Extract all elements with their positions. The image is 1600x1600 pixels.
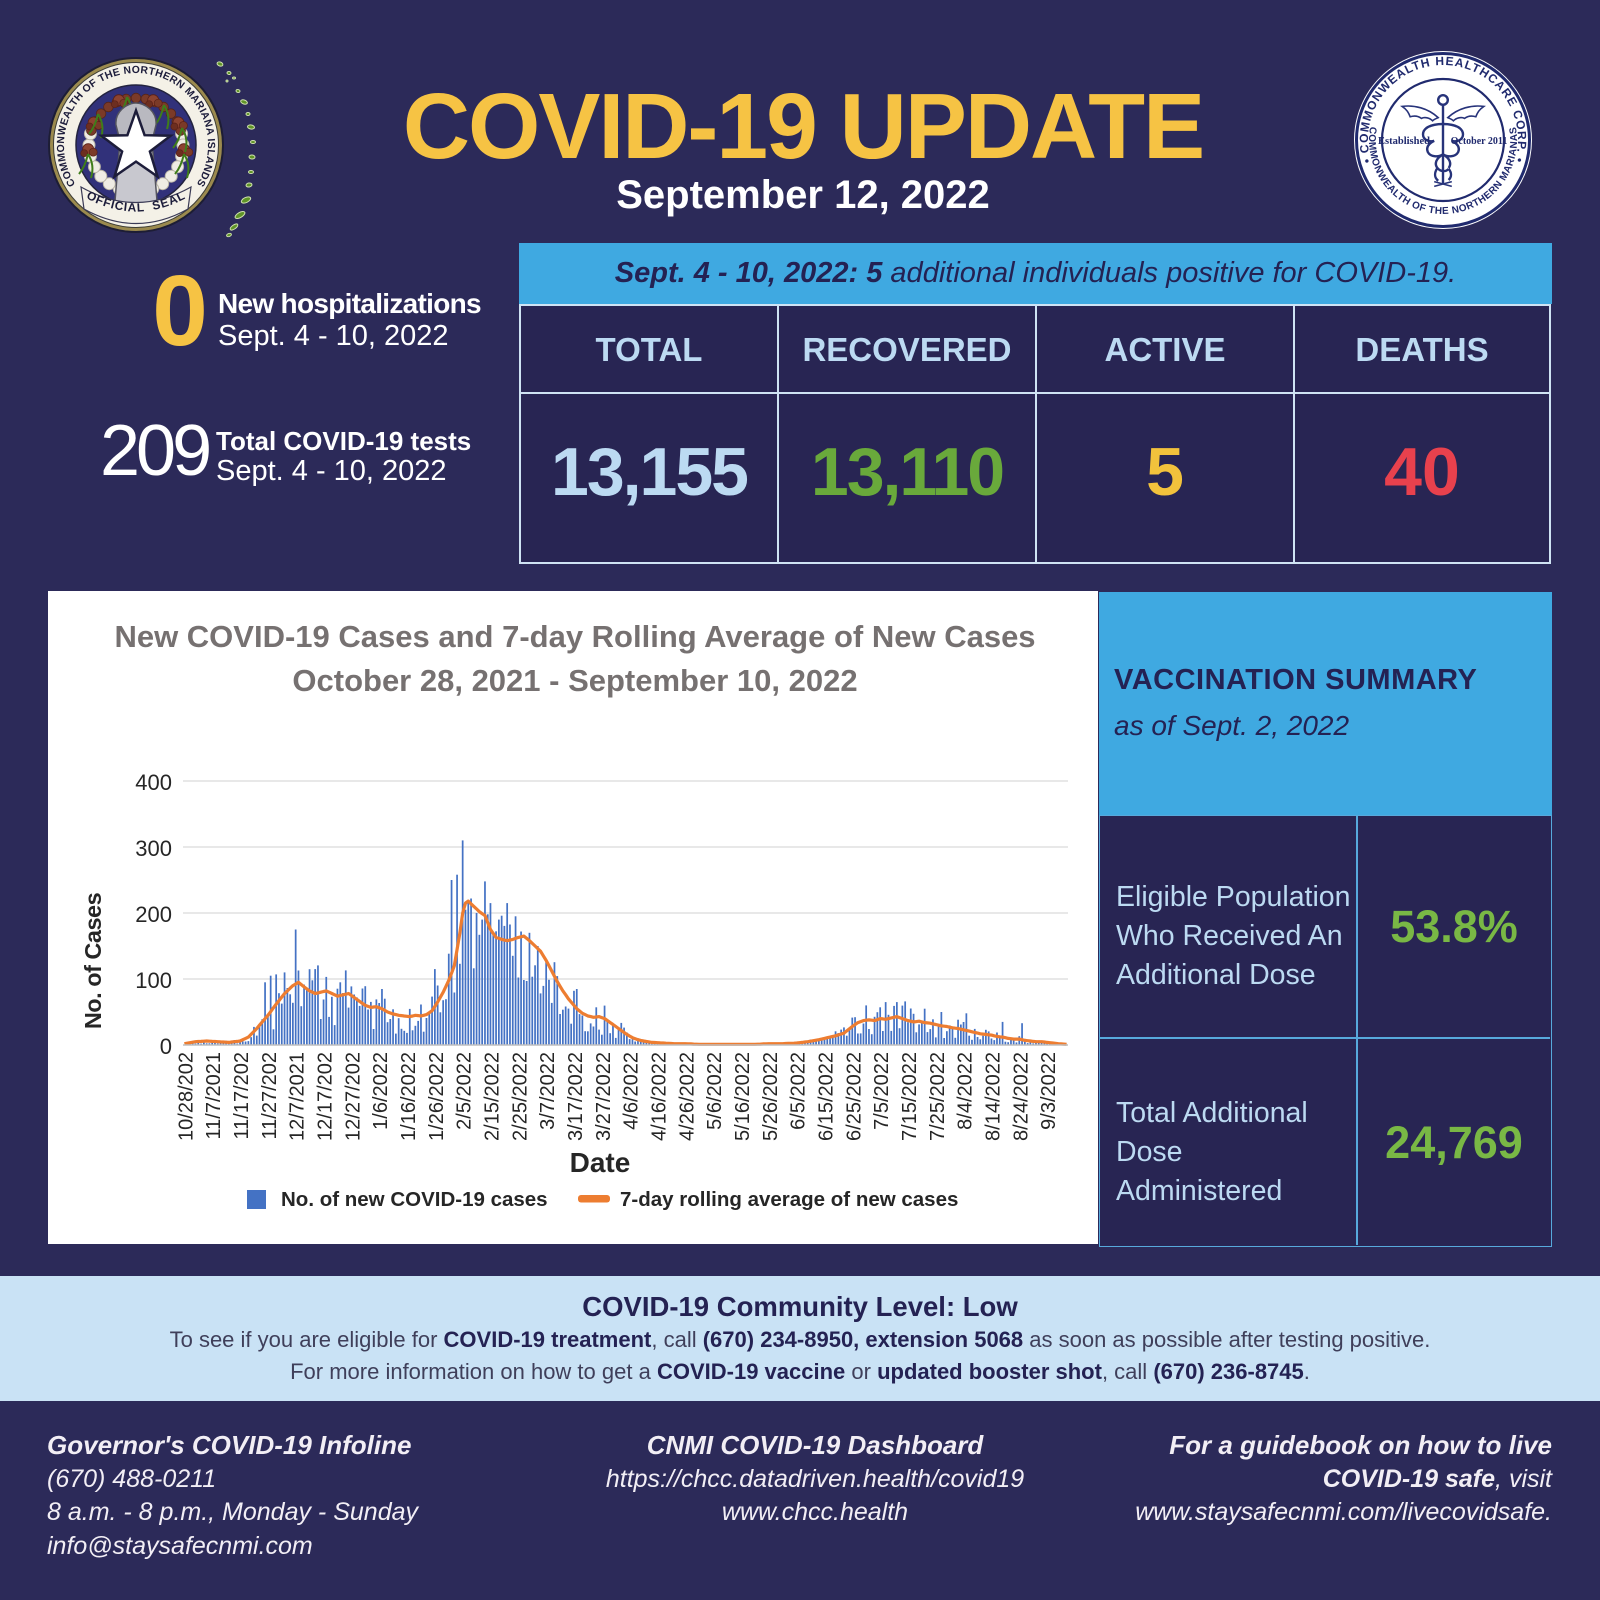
svg-text:300: 300 [135, 836, 172, 861]
svg-text:200: 200 [135, 902, 172, 927]
svg-text:3/7/2022: 3/7/2022 [537, 1052, 559, 1130]
svg-text:5/6/2022: 5/6/2022 [704, 1052, 726, 1130]
svg-text:6/25/2022: 6/25/2022 [843, 1052, 865, 1141]
svg-text:10/28/202: 10/28/202 [175, 1052, 197, 1141]
svg-text:Established: Established [1378, 136, 1430, 147]
svg-text:400: 400 [135, 770, 172, 795]
svg-text:100: 100 [135, 968, 172, 993]
svg-text:2/25/2022: 2/25/2022 [509, 1052, 531, 1141]
svg-text:5/26/2022: 5/26/2022 [760, 1052, 782, 1141]
svg-text:4/6/2022: 4/6/2022 [621, 1052, 643, 1130]
svg-text:12/27/202: 12/27/202 [342, 1052, 364, 1141]
svg-text:3/17/2022: 3/17/2022 [565, 1052, 587, 1141]
svg-text:7/25/2022: 7/25/2022 [927, 1052, 949, 1141]
svg-text:No. of new COVID-19 cases: No. of new COVID-19 cases [281, 1188, 548, 1211]
svg-text:1/6/2022: 1/6/2022 [370, 1052, 392, 1130]
svg-text:9/3/2022: 9/3/2022 [1038, 1052, 1060, 1130]
svg-text:4/26/2022: 4/26/2022 [676, 1052, 698, 1141]
svg-text:1/26/2022: 1/26/2022 [426, 1052, 448, 1141]
svg-text:4/16/2022: 4/16/2022 [649, 1052, 671, 1141]
svg-text:12/17/202: 12/17/202 [315, 1052, 337, 1141]
svg-text:0: 0 [160, 1034, 172, 1059]
svg-text:1/16/2022: 1/16/2022 [398, 1052, 420, 1141]
svg-text:11/17/202: 11/17/202 [231, 1052, 253, 1140]
svg-text:7-day rolling average of new c: 7-day rolling average of new cases [620, 1188, 958, 1211]
svg-text:October 28, 2021 - September 1: October 28, 2021 - September 10, 2022 [292, 663, 857, 698]
svg-text:11/7/2021: 11/7/2021 [203, 1052, 225, 1140]
svg-text:New COVID-19 Cases and 7-day R: New COVID-19 Cases and 7-day Rolling Ave… [114, 619, 1035, 654]
svg-text:3/27/2022: 3/27/2022 [593, 1052, 615, 1141]
svg-text:11/27/202: 11/27/202 [259, 1052, 281, 1140]
svg-text:7/15/2022: 7/15/2022 [899, 1052, 921, 1141]
svg-text:2/15/2022: 2/15/2022 [482, 1052, 504, 1141]
svg-text:October 2011: October 2011 [1451, 136, 1508, 147]
svg-text:8/4/2022: 8/4/2022 [955, 1052, 977, 1130]
svg-text:No. of Cases: No. of Cases [80, 892, 106, 1029]
svg-text:6/5/2022: 6/5/2022 [788, 1052, 810, 1130]
svg-text:Date: Date [570, 1147, 631, 1178]
svg-text:6/15/2022: 6/15/2022 [816, 1052, 838, 1141]
svg-text:12/7/2021: 12/7/2021 [287, 1052, 309, 1141]
svg-text:7/5/2022: 7/5/2022 [871, 1052, 893, 1130]
svg-text:2/5/2022: 2/5/2022 [454, 1052, 476, 1130]
svg-text:8/24/2022: 8/24/2022 [1010, 1052, 1032, 1141]
svg-text:5/16/2022: 5/16/2022 [732, 1052, 754, 1141]
svg-text:8/14/2022: 8/14/2022 [983, 1052, 1005, 1141]
